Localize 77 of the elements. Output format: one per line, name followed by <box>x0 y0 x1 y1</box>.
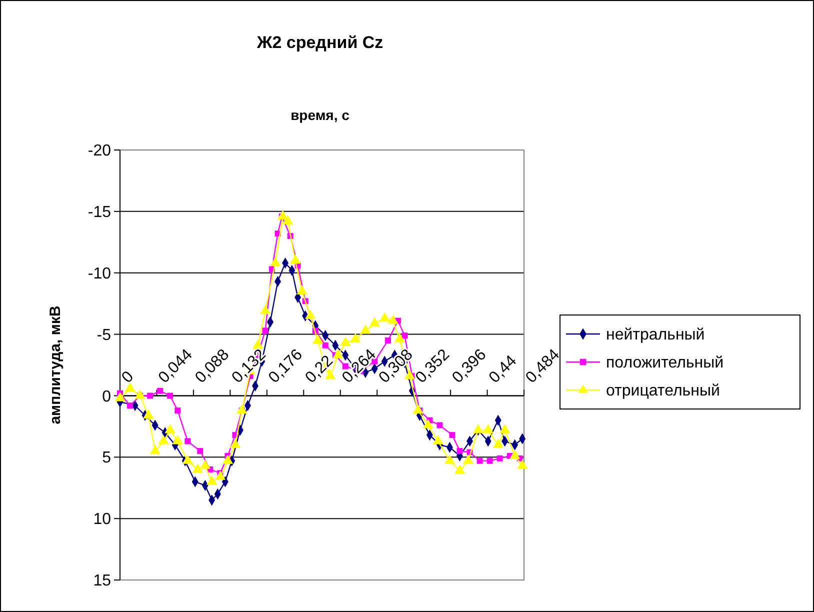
point <box>472 424 484 434</box>
legend-label: нейтральный <box>606 326 705 344</box>
point <box>167 392 174 399</box>
point <box>282 215 294 224</box>
point <box>432 434 444 444</box>
point <box>172 434 183 444</box>
point <box>516 460 528 469</box>
point <box>157 388 164 394</box>
point <box>486 458 493 464</box>
point <box>379 312 390 322</box>
point <box>322 342 328 348</box>
point <box>462 454 474 464</box>
y-tick-label: -5 <box>96 326 112 344</box>
legend-label: отрицательный <box>606 382 720 400</box>
y-tick-label: 5 <box>102 450 112 467</box>
point <box>384 337 391 344</box>
y-tick-label: -15 <box>88 204 112 222</box>
point <box>492 438 504 448</box>
point <box>192 463 203 473</box>
point <box>252 339 264 348</box>
point <box>476 458 483 464</box>
point <box>197 448 204 454</box>
point <box>174 407 181 414</box>
point <box>496 455 503 462</box>
x-axis-title: время, с <box>290 107 350 123</box>
y-tick-label: -20 <box>88 142 112 160</box>
point <box>164 424 176 434</box>
point <box>270 256 281 266</box>
point <box>158 434 169 444</box>
point <box>456 448 463 454</box>
point <box>127 402 134 409</box>
point <box>214 470 226 480</box>
point <box>262 328 268 334</box>
point <box>184 438 191 444</box>
point <box>412 404 424 414</box>
point <box>200 460 211 469</box>
point <box>482 424 494 434</box>
x-tick-label: 0 <box>118 368 138 387</box>
y-tick-label: 10 <box>93 511 112 528</box>
point <box>230 438 241 448</box>
point <box>444 454 456 464</box>
point <box>150 444 160 454</box>
point <box>277 210 288 220</box>
point <box>182 454 193 464</box>
point <box>394 332 405 342</box>
point <box>147 392 154 399</box>
y-tick-label: 15 <box>93 572 112 590</box>
point <box>340 336 351 346</box>
point <box>206 476 218 485</box>
point <box>260 304 271 314</box>
point <box>360 324 371 334</box>
point <box>499 424 510 434</box>
point <box>290 254 301 264</box>
point <box>422 418 434 428</box>
point <box>509 450 520 460</box>
x-tick-label: 0,44 <box>486 352 520 387</box>
point <box>296 285 308 294</box>
point <box>304 310 316 319</box>
point <box>143 409 154 418</box>
chart-title: Ж2 средний Cz <box>256 33 384 52</box>
point <box>436 422 443 428</box>
y-tick-label: 0 <box>102 388 112 406</box>
point <box>350 332 361 342</box>
point <box>134 390 146 399</box>
point <box>124 382 136 392</box>
point <box>369 317 380 326</box>
point <box>454 464 466 474</box>
point <box>236 404 248 414</box>
point <box>222 454 234 464</box>
y-axis-title: амплитуда, мкВ <box>47 306 64 424</box>
point <box>449 432 456 438</box>
y-tick-label: -10 <box>88 265 112 282</box>
point <box>312 334 324 344</box>
point <box>388 314 398 324</box>
legend-label: положительный <box>606 354 724 372</box>
point <box>402 332 408 339</box>
x-tick-label: 0,22 <box>302 352 337 387</box>
